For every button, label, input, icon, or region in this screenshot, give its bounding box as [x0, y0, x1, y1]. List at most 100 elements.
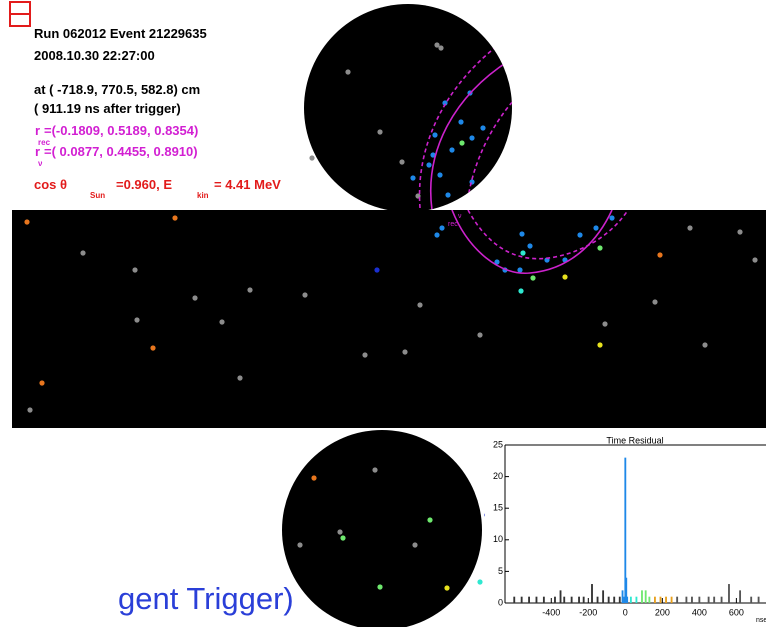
pmt-hit — [80, 250, 85, 255]
barrel — [12, 210, 766, 428]
pmt-hit — [737, 229, 742, 234]
pmt-hit — [192, 295, 197, 300]
x-unit: nsec — [756, 617, 766, 624]
pmt-hit — [410, 175, 415, 180]
pmt-hit — [519, 231, 524, 236]
y-tick-label: 10 — [493, 534, 503, 544]
bar — [536, 597, 538, 603]
energy-value: = 4.41 MeV — [214, 177, 281, 192]
pmt-hit — [150, 345, 155, 350]
bar — [671, 597, 673, 603]
pmt-hit — [24, 219, 29, 224]
bar — [645, 590, 647, 603]
bar — [528, 597, 530, 603]
x-tick-label: -400 — [542, 607, 560, 617]
bar — [608, 597, 610, 603]
pmt-hit — [593, 225, 598, 230]
pmt-hit — [438, 45, 443, 50]
r-nu-sub: ν — [38, 159, 43, 168]
bar — [521, 597, 523, 603]
pmt-hit — [439, 225, 444, 230]
pmt-hit — [520, 250, 525, 255]
pmt-hit — [518, 288, 523, 293]
bar — [619, 597, 621, 603]
pmt-hit — [399, 159, 404, 164]
run-line: Run 062012 Event 21229635 — [34, 26, 207, 41]
pmt-hit — [377, 129, 382, 134]
time-residual-histogram: Time Residual nsec 0510152025-400-200020… — [485, 435, 766, 627]
r-nu-symbol: r — [35, 144, 40, 159]
pmt-hit — [752, 257, 757, 262]
bar — [563, 597, 565, 603]
pmt-hit — [340, 535, 345, 540]
pmt-hit — [687, 225, 692, 230]
bar — [676, 597, 678, 603]
pmt-hit — [458, 119, 463, 124]
pmt-hit — [412, 542, 417, 547]
pmt-hit — [297, 542, 302, 547]
y-tick-label: 5 — [498, 566, 503, 576]
energy-mid: =0.960, E — [116, 177, 172, 192]
pmt-hit — [417, 302, 422, 307]
pmt-hit — [362, 352, 367, 357]
event-time: 2008.10.30 22:27:00 — [34, 48, 155, 63]
top-cap — [304, 4, 512, 212]
pmt-hit — [432, 132, 437, 137]
pmt-hit — [657, 252, 662, 257]
bar — [758, 597, 760, 603]
bar — [654, 597, 656, 603]
pmt-hit — [517, 267, 522, 272]
pmt-hit — [372, 467, 377, 472]
bar — [665, 597, 667, 603]
pmt-hit — [702, 342, 707, 347]
pmt-hit — [577, 232, 582, 237]
bar — [583, 597, 585, 603]
bar — [602, 590, 604, 603]
bar — [636, 597, 638, 603]
pmt-hit — [39, 380, 44, 385]
bar — [721, 597, 723, 603]
pmt-hit — [609, 215, 614, 220]
pmt-hit — [309, 155, 314, 160]
pmt-hit — [172, 215, 177, 220]
bar — [597, 597, 599, 603]
bar — [591, 584, 593, 603]
y-tick-label: 20 — [493, 471, 503, 481]
pmt-hit — [469, 135, 474, 140]
pmt-hit — [219, 319, 224, 324]
pmt-hit — [445, 192, 450, 197]
pmt-hit — [444, 585, 449, 590]
bar — [571, 597, 573, 603]
bar — [630, 597, 632, 603]
bar — [622, 590, 624, 603]
sun-sub: Sun — [90, 191, 105, 200]
pmt-hit — [311, 475, 316, 480]
bar — [691, 597, 693, 603]
pmt-hit — [527, 243, 532, 248]
r-rec-symbol: r — [35, 123, 40, 138]
pmt-hit — [132, 267, 137, 272]
pmt-hit — [449, 147, 454, 152]
pmt-hit — [437, 172, 442, 177]
curve-label: ν — [458, 213, 462, 220]
pmt-hit — [477, 332, 482, 337]
x-tick-label: -200 — [579, 607, 597, 617]
cos-label: cos θ — [34, 177, 67, 192]
bar — [713, 597, 715, 603]
pmt-hit — [134, 317, 139, 322]
bar — [698, 597, 700, 603]
bar — [543, 597, 545, 603]
bar — [626, 597, 628, 603]
pmt-hit — [337, 529, 342, 534]
bar — [750, 597, 752, 603]
pmt-hit — [247, 287, 252, 292]
histogram-title: Time Residual — [606, 435, 663, 445]
r-rec-value: =(-0.1809, 0.5189, 0.8354) — [44, 123, 198, 138]
pmt-hit — [377, 584, 382, 589]
bar — [685, 597, 687, 603]
trigger-delay: ( 911.19 ns after trigger) — [34, 101, 181, 116]
x-tick-label: 0 — [623, 607, 628, 617]
pmt-hit — [459, 140, 464, 145]
pmt-hit — [27, 407, 32, 412]
bar — [739, 590, 741, 603]
